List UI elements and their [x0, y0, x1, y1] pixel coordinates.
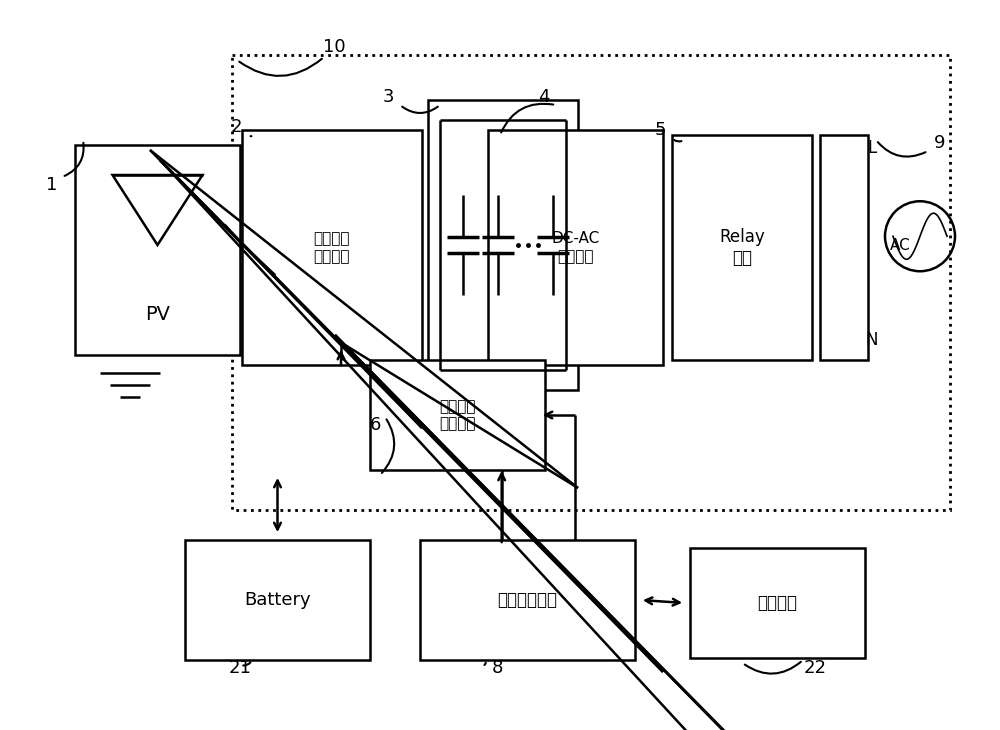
Text: 22: 22: [804, 659, 826, 677]
Text: PV: PV: [145, 305, 170, 325]
Bar: [672, 135, 812, 360]
Text: 2: 2: [230, 118, 242, 136]
Text: 9: 9: [934, 134, 946, 152]
Text: 10: 10: [323, 38, 345, 56]
Bar: [370, 360, 545, 470]
Text: 第二直流
转换单元: 第二直流 转换单元: [439, 399, 476, 431]
Bar: [428, 100, 578, 390]
Text: L: L: [867, 139, 877, 157]
Text: 3: 3: [382, 88, 394, 106]
Text: DC-AC
转换单元: DC-AC 转换单元: [551, 231, 600, 264]
Bar: [232, 55, 950, 510]
Text: Battery: Battery: [244, 591, 311, 609]
Text: N: N: [866, 331, 878, 349]
Text: 第一直流
转换单元: 第一直流 转换单元: [314, 231, 350, 264]
Bar: [820, 135, 868, 360]
Bar: [488, 130, 663, 365]
Text: AC: AC: [890, 237, 910, 253]
Text: 8: 8: [491, 659, 503, 677]
Bar: [690, 548, 865, 658]
Text: Relay
单元: Relay 单元: [719, 228, 765, 267]
Text: 6: 6: [369, 416, 381, 434]
Text: 4: 4: [538, 88, 550, 106]
Bar: [185, 540, 370, 660]
Text: 1: 1: [46, 176, 58, 194]
Text: 电解制氢装置: 电解制氢装置: [498, 591, 558, 609]
Bar: [420, 540, 635, 660]
Text: 5: 5: [654, 121, 666, 139]
Bar: [242, 130, 422, 365]
Text: 21: 21: [229, 659, 251, 677]
Text: 储氢装置: 储氢装置: [758, 594, 798, 612]
Bar: [75, 145, 240, 355]
